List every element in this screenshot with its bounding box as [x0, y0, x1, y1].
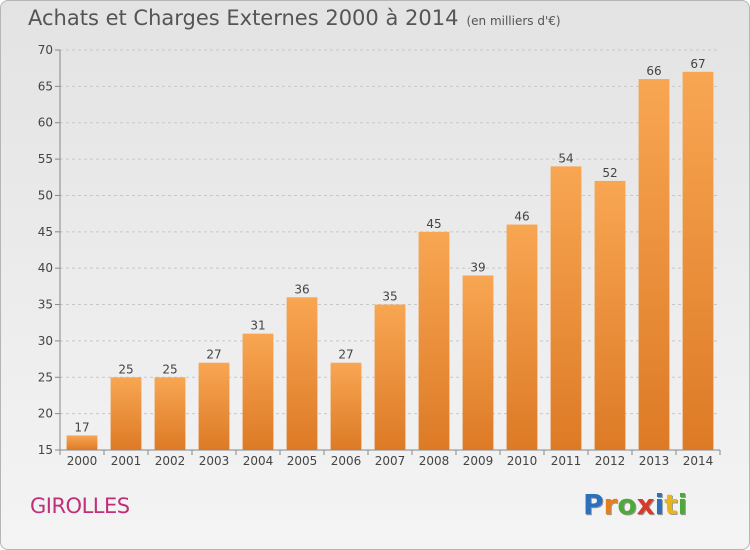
data-label: 36 [294, 282, 309, 296]
y-tick-label: 30 [38, 334, 53, 348]
data-label: 54 [558, 151, 573, 165]
x-tick-label: 2012 [595, 454, 626, 468]
bar [594, 180, 626, 450]
x-tick-label: 2009 [463, 454, 494, 468]
bar [462, 275, 494, 450]
bar [154, 377, 186, 450]
logo-letter: x [636, 488, 655, 521]
bar [286, 297, 318, 450]
data-label: 46 [514, 210, 529, 224]
bars [66, 71, 714, 451]
data-label: 52 [602, 166, 617, 180]
data-label: 35 [382, 290, 397, 304]
data-label: 66 [646, 64, 661, 78]
place-name: GIROLLES [30, 494, 130, 518]
x-tick-label: 2002 [155, 454, 186, 468]
y-tick-label: 65 [38, 79, 53, 93]
y-tick-label: 60 [38, 116, 53, 130]
bar [418, 231, 450, 450]
x-tick-label: 2013 [639, 454, 670, 468]
y-tick-label: 45 [38, 225, 53, 239]
data-label: 27 [338, 348, 353, 362]
y-tick-label: 50 [38, 188, 53, 202]
x-tick-label: 2007 [375, 454, 406, 468]
x-tick-label: 2006 [331, 454, 362, 468]
logo-letter: P [583, 488, 604, 521]
x-tick-label: 2001 [111, 454, 142, 468]
data-label: 17 [74, 420, 89, 434]
bar [638, 79, 670, 450]
chart-subtitle: (en milliers d'€) [466, 14, 561, 28]
data-label: 25 [162, 362, 177, 376]
bar [682, 71, 714, 451]
data-label: 67 [690, 57, 705, 71]
y-tick-label: 40 [38, 261, 53, 275]
bar [66, 435, 98, 450]
x-tick-label: 2008 [419, 454, 450, 468]
bar [242, 333, 274, 450]
proxiti-logo: Proxiti [583, 488, 687, 521]
y-tick-label: 25 [38, 370, 53, 384]
data-label: 25 [118, 362, 133, 376]
x-tick-label: 2010 [507, 454, 538, 468]
x-tick-label: 2004 [243, 454, 274, 468]
bar [374, 304, 406, 450]
data-label: 45 [426, 217, 441, 231]
logo-letter: i [677, 488, 688, 521]
bar [198, 362, 230, 450]
logo-letter: o [617, 488, 637, 521]
x-tick-label: 2003 [199, 454, 230, 468]
y-tick-label: 55 [38, 152, 53, 166]
bar [330, 362, 362, 450]
x-tick-label: 2011 [551, 454, 582, 468]
bar [110, 377, 142, 450]
logo-letter: r [603, 488, 618, 521]
chart-title: Achats et Charges Externes 2000 à 2014 (e… [28, 6, 561, 30]
x-tick-label: 2005 [287, 454, 318, 468]
logo-letter: t [664, 488, 678, 521]
chart-title-text: Achats et Charges Externes 2000 à 2014 [28, 6, 459, 30]
x-tick-label: 2014 [683, 454, 714, 468]
logo-letter: i [654, 488, 665, 521]
y-tick-label: 35 [38, 298, 53, 312]
y-tick-label: 20 [38, 407, 53, 421]
bar [550, 166, 582, 450]
data-label: 39 [470, 260, 485, 274]
bar [506, 224, 538, 450]
y-tick-label: 15 [38, 443, 53, 457]
data-label: 27 [206, 348, 221, 362]
labels: 15 20 25 30 35 40 45 50 55 60 65 70 2000 17 2001 25 2002… [38, 43, 714, 468]
x-tick-label: 2000 [67, 454, 98, 468]
data-label: 31 [250, 319, 265, 333]
y-tick-label: 70 [38, 43, 53, 57]
